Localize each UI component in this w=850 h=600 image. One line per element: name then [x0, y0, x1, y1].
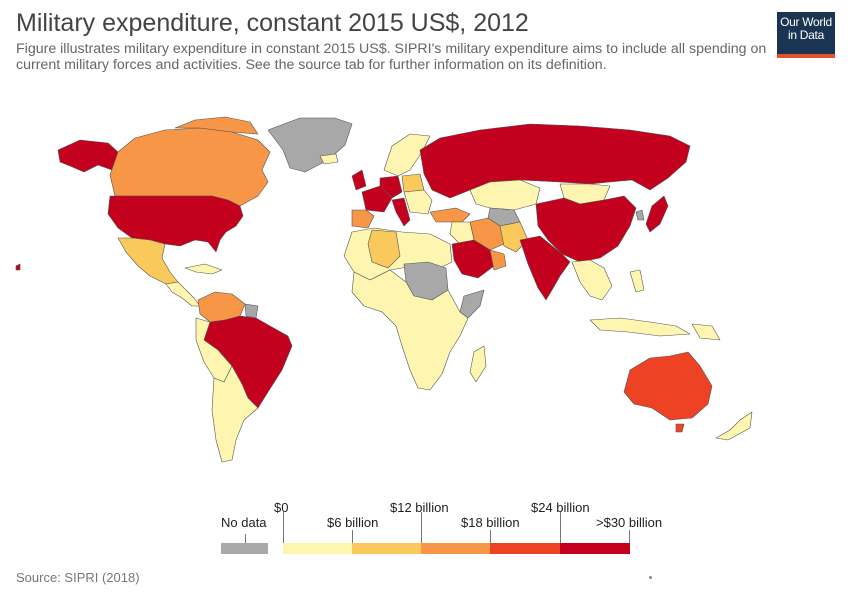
chart-subtitle: Figure illustrates military expenditure …: [16, 41, 767, 73]
region-turkey[interactable]: [429, 207, 471, 223]
region-papua[interactable]: [691, 323, 721, 341]
region-philippines[interactable]: [629, 269, 645, 293]
legend: $0 $12 billion $24 billion No data $6 bi…: [0, 490, 850, 570]
region-central-america[interactable]: [165, 281, 201, 307]
region-southern-cone[interactable]: [211, 365, 259, 463]
region-korea[interactable]: [635, 209, 645, 221]
legend-label-no-data: No data: [221, 515, 267, 530]
legend-tick-30: [629, 530, 630, 543]
region-algeria[interactable]: [367, 229, 401, 269]
legend-swatch-0-6[interactable]: [283, 543, 352, 554]
legend-label-30: >$30 billion: [596, 515, 663, 530]
region-caribbean[interactable]: [184, 263, 223, 275]
chart-title: Military expenditure, constant 2015 US$,…: [16, 9, 529, 37]
region-australia[interactable]: [623, 351, 713, 421]
source-note[interactable]: Source: SIPRI (2018): [16, 570, 140, 585]
region-scandinavia[interactable]: [383, 133, 431, 177]
region-poland[interactable]: [401, 173, 425, 193]
owid-logo[interactable]: Our World in Data: [777, 12, 835, 58]
region-hawaii[interactable]: [15, 263, 21, 271]
region-oman[interactable]: [489, 249, 507, 271]
region-canada[interactable]: [109, 127, 271, 207]
legend-label-0: $0: [274, 500, 289, 515]
legend-swatch-24-30[interactable]: [560, 543, 630, 554]
region-spain[interactable]: [351, 209, 375, 229]
legend-tick-6: [352, 530, 353, 543]
legend-label-24: $24 billion: [531, 500, 590, 515]
region-horn-of-africa[interactable]: [459, 289, 485, 319]
legend-swatch-12-18[interactable]: [421, 543, 490, 554]
region-iceland[interactable]: [319, 153, 339, 165]
region-central-africa[interactable]: [351, 269, 469, 391]
region-alaska[interactable]: [57, 139, 119, 173]
region-japan[interactable]: [645, 195, 669, 233]
legend-tick-24: [560, 512, 561, 543]
region-china[interactable]: [535, 195, 637, 263]
region-uk[interactable]: [351, 169, 367, 191]
region-madagascar[interactable]: [469, 345, 487, 383]
logo-line-1: Our World: [780, 15, 832, 29]
world-map: [15, 116, 753, 463]
region-new-zealand[interactable]: [715, 411, 753, 441]
region-france[interactable]: [361, 185, 393, 213]
legend-tick-0: [283, 512, 284, 543]
region-tasmania[interactable]: [675, 423, 685, 433]
logo-line-2: in Data: [788, 28, 824, 42]
legend-swatch-no-data[interactable]: [221, 543, 268, 554]
legend-tick-no-data: [245, 534, 246, 543]
legend-label-18: $18 billion: [461, 515, 520, 530]
region-italy[interactable]: [391, 197, 411, 227]
region-indonesia[interactable]: [589, 317, 691, 337]
legend-tick-12: [421, 512, 422, 543]
region-eastern-europe[interactable]: [403, 189, 433, 215]
region-saudi-arabia[interactable]: [451, 239, 495, 279]
legend-tick-18: [490, 530, 491, 543]
decorative-dot: [649, 576, 652, 579]
legend-label-6: $6 billion: [327, 515, 379, 530]
region-mexico[interactable]: [117, 237, 179, 285]
region-southeast-asia[interactable]: [571, 259, 613, 301]
legend-label-12: $12 billion: [390, 500, 449, 515]
legend-swatch-18-24[interactable]: [490, 543, 560, 554]
region-greenland[interactable]: [267, 117, 353, 173]
region-russia[interactable]: [419, 123, 691, 199]
region-india[interactable]: [519, 235, 571, 301]
region-canada-islands[interactable]: [174, 116, 259, 135]
legend-swatch-6-12[interactable]: [352, 543, 421, 554]
region-germany[interactable]: [379, 175, 403, 199]
region-guiana[interactable]: [244, 303, 259, 319]
